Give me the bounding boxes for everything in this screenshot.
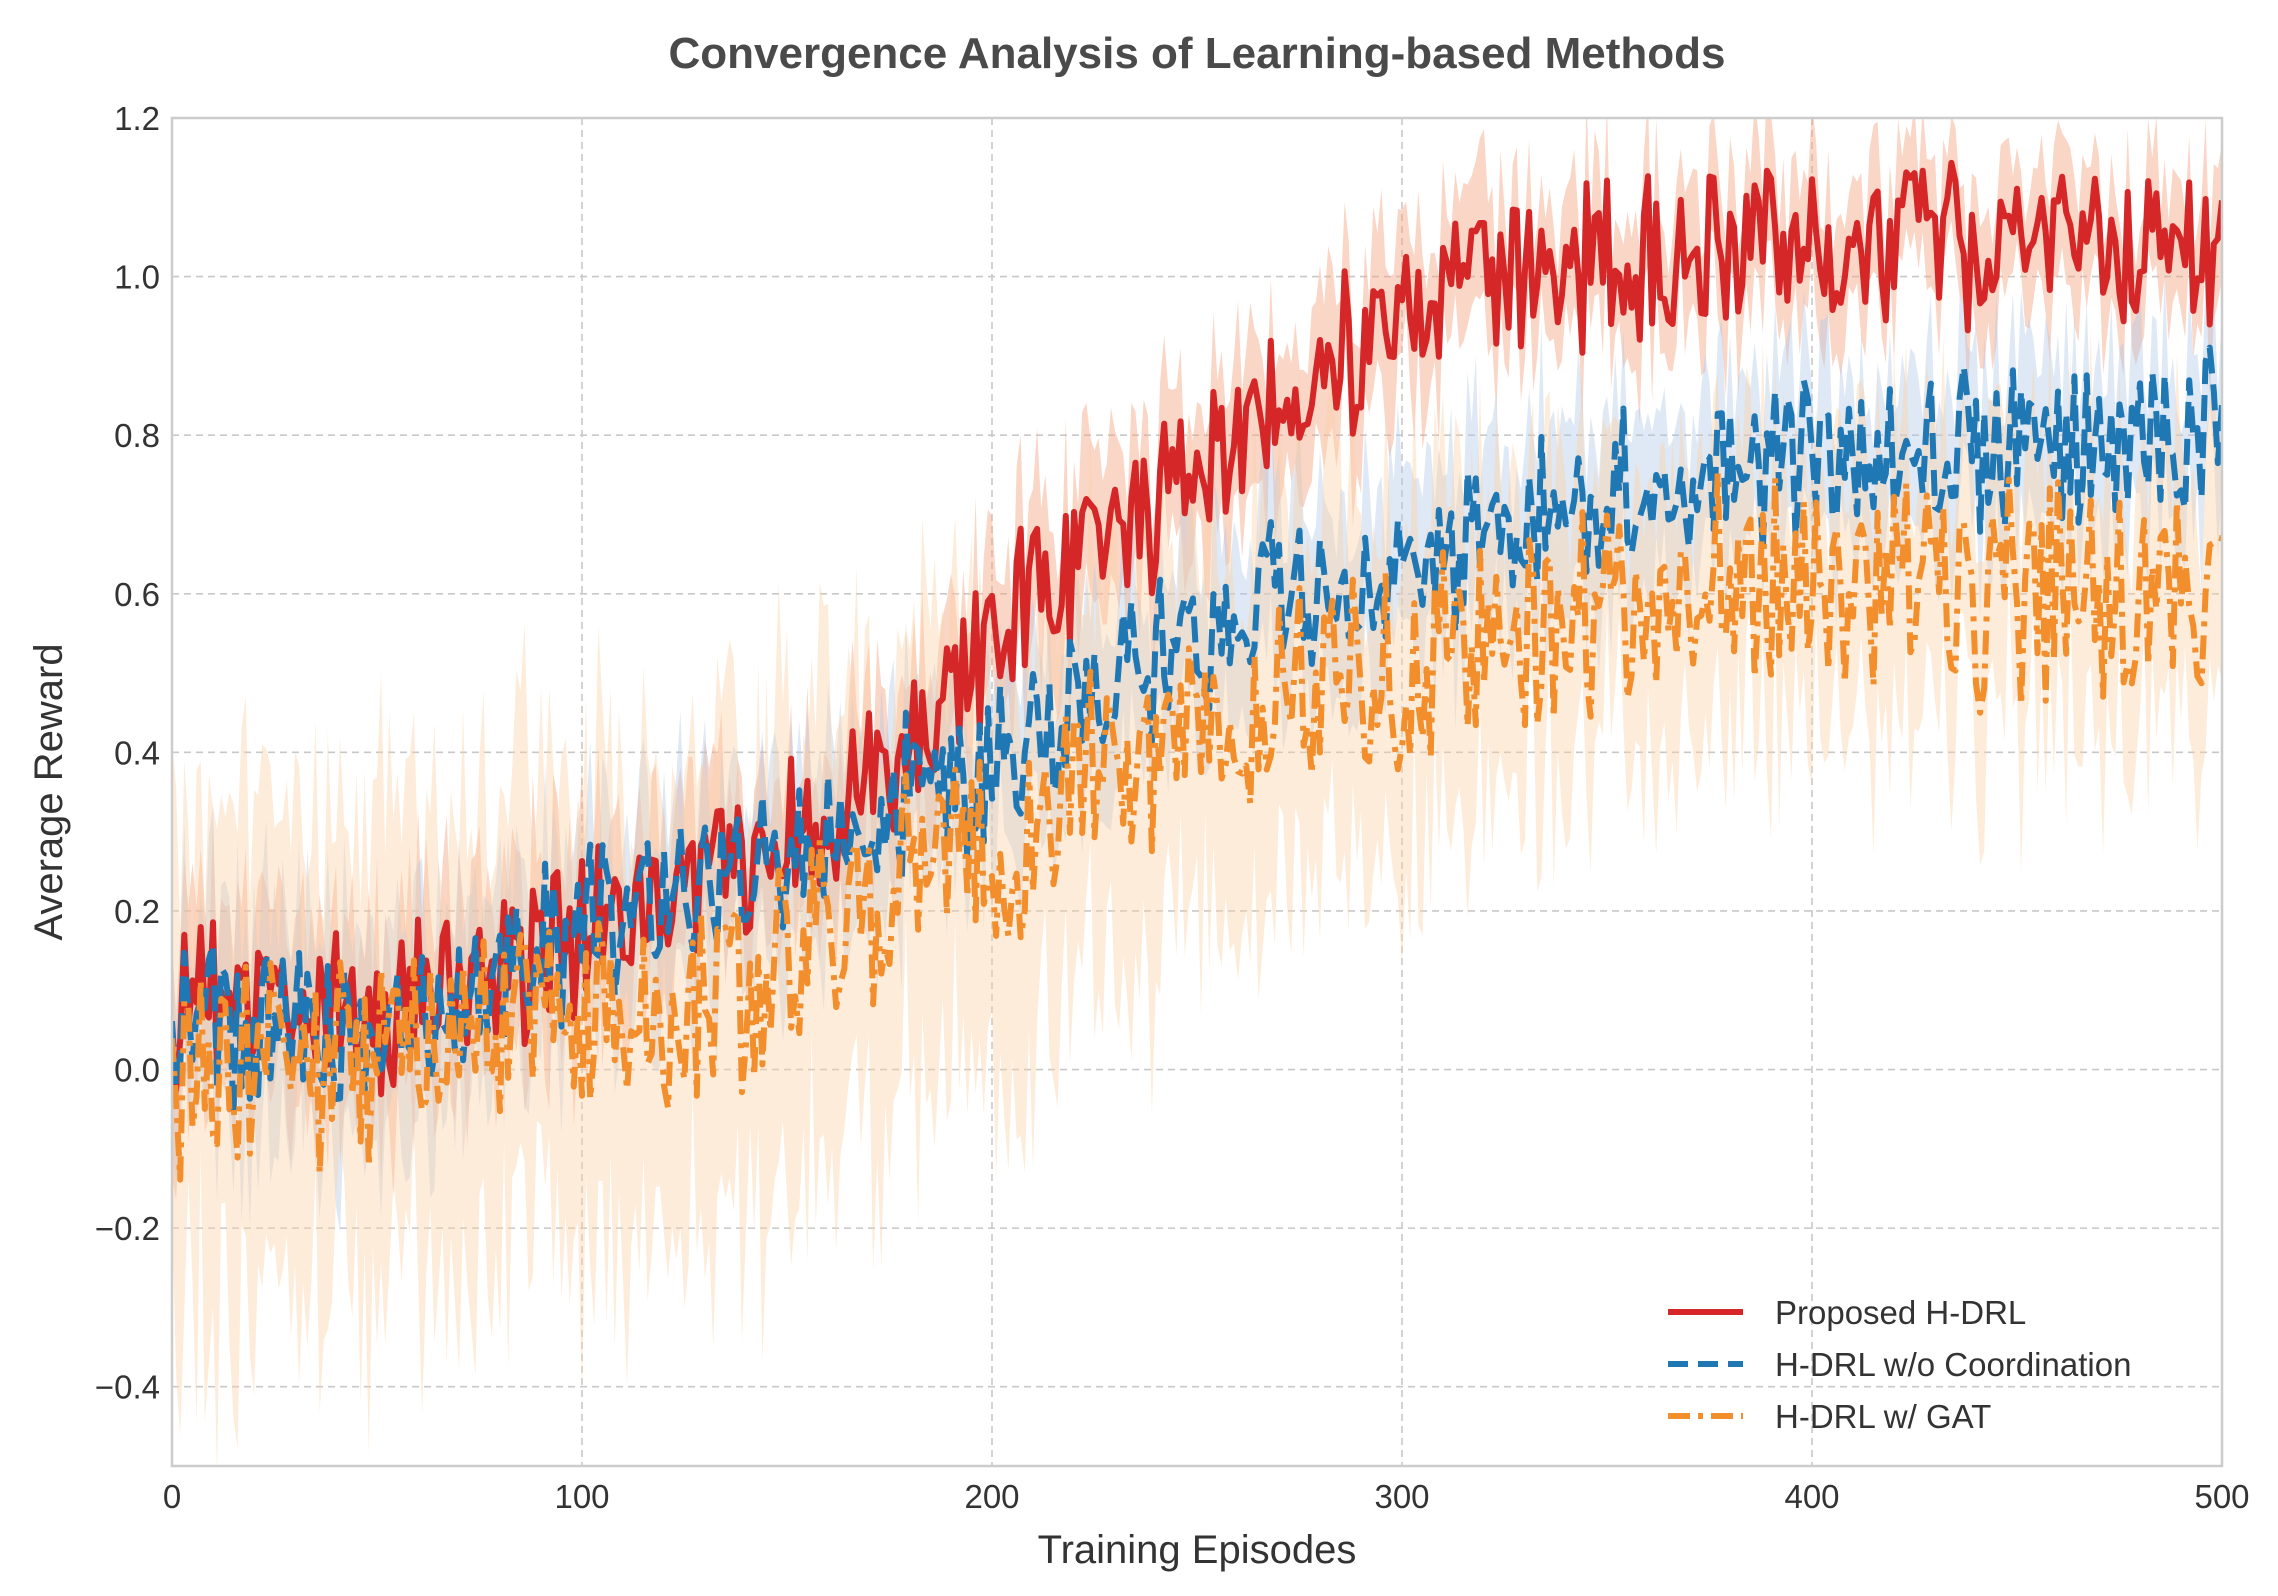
plot-area xyxy=(172,118,2222,1466)
chart-title: Convergence Analysis of Learning-based M… xyxy=(668,29,1725,78)
legend: Proposed H-DRL H-DRL w/o Coordination H-… xyxy=(1668,1294,2131,1435)
line-no-coordination xyxy=(172,344,2222,1118)
y-tick-label: 1.0 xyxy=(114,259,160,296)
y-tick-labels: −0.4 −0.2 0.0 0.2 0.4 0.6 0.8 1.0 1.2 xyxy=(95,100,160,1406)
x-tick-label: 0 xyxy=(163,1478,181,1515)
x-tick-labels: 0 100 200 300 400 500 xyxy=(163,1478,2250,1515)
x-axis-label: Training Episodes xyxy=(1038,1528,1357,1572)
band-proposed xyxy=(172,118,2222,1201)
y-tick-label: 1.2 xyxy=(114,100,160,137)
legend-label-proposed: Proposed H-DRL xyxy=(1775,1294,2026,1331)
plot-frame xyxy=(170,116,2224,1468)
legend-label-no-coordination: H-DRL w/o Coordination xyxy=(1775,1346,2131,1383)
y-tick-label: 0.4 xyxy=(114,734,160,771)
x-tick-label: 500 xyxy=(2194,1478,2249,1515)
y-tick-label: 0.6 xyxy=(114,576,160,613)
legend-label-gat: H-DRL w/ GAT xyxy=(1775,1398,1991,1435)
y-tick-label: 0.0 xyxy=(114,1052,160,1089)
x-tick-label: 200 xyxy=(964,1478,1019,1515)
x-tick-label: 300 xyxy=(1374,1478,1429,1515)
x-tick-label: 100 xyxy=(554,1478,609,1515)
y-axis-label: Average Reward xyxy=(27,643,71,940)
line-gat xyxy=(172,470,2222,1183)
x-tick-label: 400 xyxy=(1784,1478,1839,1515)
y-tick-label: −0.2 xyxy=(95,1210,160,1247)
y-tick-label: 0.2 xyxy=(114,893,160,930)
y-tick-label: 0.8 xyxy=(114,417,160,454)
series-lines xyxy=(172,159,2222,1183)
y-tick-label: −0.4 xyxy=(95,1369,160,1406)
